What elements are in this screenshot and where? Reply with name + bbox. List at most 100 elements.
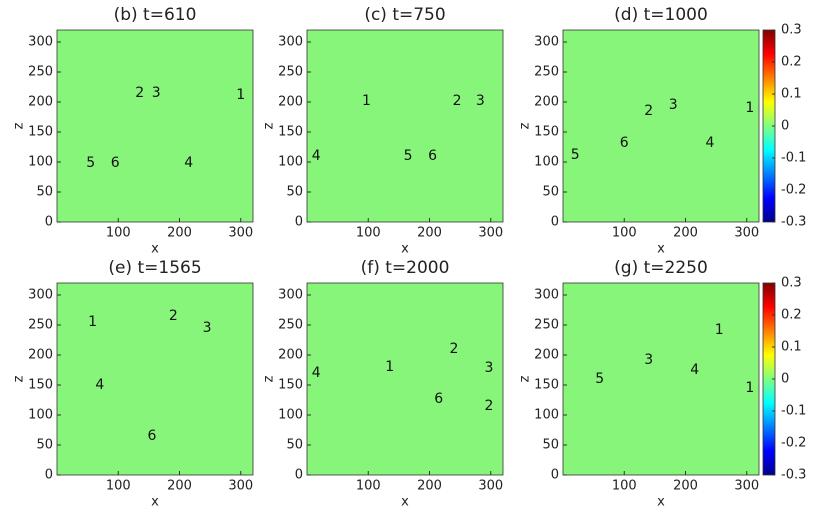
plot-frame: [562, 29, 760, 223]
y-tick-label: 200: [534, 95, 559, 110]
heatmap-field: [57, 30, 253, 222]
structure-label: 5: [404, 148, 413, 164]
structure-label: 2: [450, 341, 459, 357]
structure-label: 1: [715, 322, 724, 338]
x-axis-label: x: [401, 242, 409, 257]
y-tick-label: 0: [295, 215, 303, 230]
heatmap-field: [307, 283, 503, 475]
y-tick-label: 50: [286, 185, 303, 200]
panel-title: (e) t=1565: [108, 258, 201, 278]
y-tick-label: 200: [534, 348, 559, 363]
structure-label: 3: [484, 360, 493, 376]
y-tick-label: 250: [278, 65, 303, 80]
y-tick-label: 300: [534, 35, 559, 50]
structure-label: 6: [434, 391, 443, 407]
structure-label: 6: [620, 135, 629, 151]
structure-label: 4: [312, 365, 321, 381]
structure-label: 5: [571, 147, 580, 163]
y-tick-label: 250: [28, 318, 53, 333]
x-tick-label: 300: [478, 226, 503, 241]
x-axis-label: x: [151, 242, 159, 257]
x-tick-label: 200: [167, 479, 192, 494]
structure-label: 1: [385, 359, 394, 375]
y-tick-label: 0: [551, 468, 559, 483]
colorbar-tick-label: 0: [781, 119, 789, 134]
y-tick-label: 300: [278, 288, 303, 303]
colorbar-tick-label: 0.1: [781, 340, 802, 355]
x-tick-label: 100: [612, 226, 637, 241]
colorbar-tick-label: 0.3: [781, 23, 802, 38]
heatmap-field: [307, 30, 503, 222]
x-tick-label: 200: [417, 226, 442, 241]
x-tick-label: 100: [612, 479, 637, 494]
y-tick-label: 200: [28, 95, 53, 110]
y-axis-label: z: [12, 122, 27, 129]
structure-label: 2: [484, 398, 493, 414]
x-tick-label: 200: [673, 226, 698, 241]
plot-frame: [56, 29, 254, 223]
plot-frame: [562, 282, 760, 476]
x-tick-label: 100: [356, 226, 381, 241]
structure-label: 4: [312, 148, 321, 164]
x-axis-label: x: [657, 495, 665, 510]
colorbar-tick-label: 0: [781, 372, 789, 387]
plot-frame: [306, 282, 504, 476]
y-tick-label: 250: [278, 318, 303, 333]
structure-label: 4: [706, 135, 715, 151]
colorbar-tick-label: 0.1: [781, 87, 802, 102]
y-tick-label: 150: [534, 378, 559, 393]
y-tick-label: 100: [278, 155, 303, 170]
y-tick-label: 300: [28, 35, 53, 50]
y-tick-label: 50: [542, 185, 559, 200]
x-tick-label: 200: [167, 226, 192, 241]
y-tick-label: 150: [28, 125, 53, 140]
x-tick-label: 200: [417, 479, 442, 494]
structure-label: 2: [644, 103, 653, 119]
y-tick-label: 150: [534, 125, 559, 140]
heatmap-field: [563, 30, 759, 222]
structure-label: 5: [86, 155, 95, 171]
y-tick-label: 50: [36, 185, 53, 200]
y-tick-label: 200: [28, 348, 53, 363]
colorbar-tick-label: 0.2: [781, 55, 802, 70]
y-tick-label: 50: [36, 438, 53, 453]
x-tick-label: 200: [673, 479, 698, 494]
y-axis-label: z: [12, 375, 27, 382]
heatmap-field: [57, 283, 253, 475]
x-axis-label: x: [657, 242, 665, 257]
y-tick-label: 150: [278, 125, 303, 140]
plot-frame: [306, 29, 504, 223]
structure-label: 2: [169, 308, 178, 324]
y-tick-label: 250: [534, 318, 559, 333]
x-tick-label: 100: [106, 479, 131, 494]
structure-label: 6: [111, 155, 120, 171]
y-tick-label: 250: [28, 65, 53, 80]
colorbar-tick-label: -0.1: [781, 151, 806, 166]
x-tick-label: 300: [734, 226, 759, 241]
y-tick-label: 0: [45, 215, 53, 230]
colorbar-tick-label: -0.2: [781, 183, 806, 198]
y-tick-label: 0: [551, 215, 559, 230]
y-tick-label: 0: [295, 468, 303, 483]
structure-label: 3: [669, 97, 678, 113]
colorbar-tick-label: -0.1: [781, 404, 806, 419]
panel-title: (d) t=1000: [614, 5, 708, 25]
structure-label: 3: [152, 85, 161, 101]
x-tick-label: 300: [734, 479, 759, 494]
x-tick-label: 300: [478, 479, 503, 494]
structure-label: 1: [362, 93, 371, 109]
x-tick-label: 300: [228, 226, 253, 241]
structure-label: 3: [644, 352, 653, 368]
structure-label: 6: [428, 148, 437, 164]
heatmap-field: [563, 283, 759, 475]
y-axis-label: z: [518, 122, 533, 129]
structure-label: 3: [203, 320, 212, 336]
y-tick-label: 0: [45, 468, 53, 483]
structure-label: 1: [745, 380, 754, 396]
colorbar-tick-label: -0.3: [781, 215, 806, 230]
y-tick-label: 100: [28, 155, 53, 170]
y-tick-label: 300: [278, 35, 303, 50]
panel-title: (g) t=2250: [614, 258, 708, 278]
colorbar-tick-label: -0.3: [781, 468, 806, 483]
colorbar-tick-label: 0.2: [781, 308, 802, 323]
